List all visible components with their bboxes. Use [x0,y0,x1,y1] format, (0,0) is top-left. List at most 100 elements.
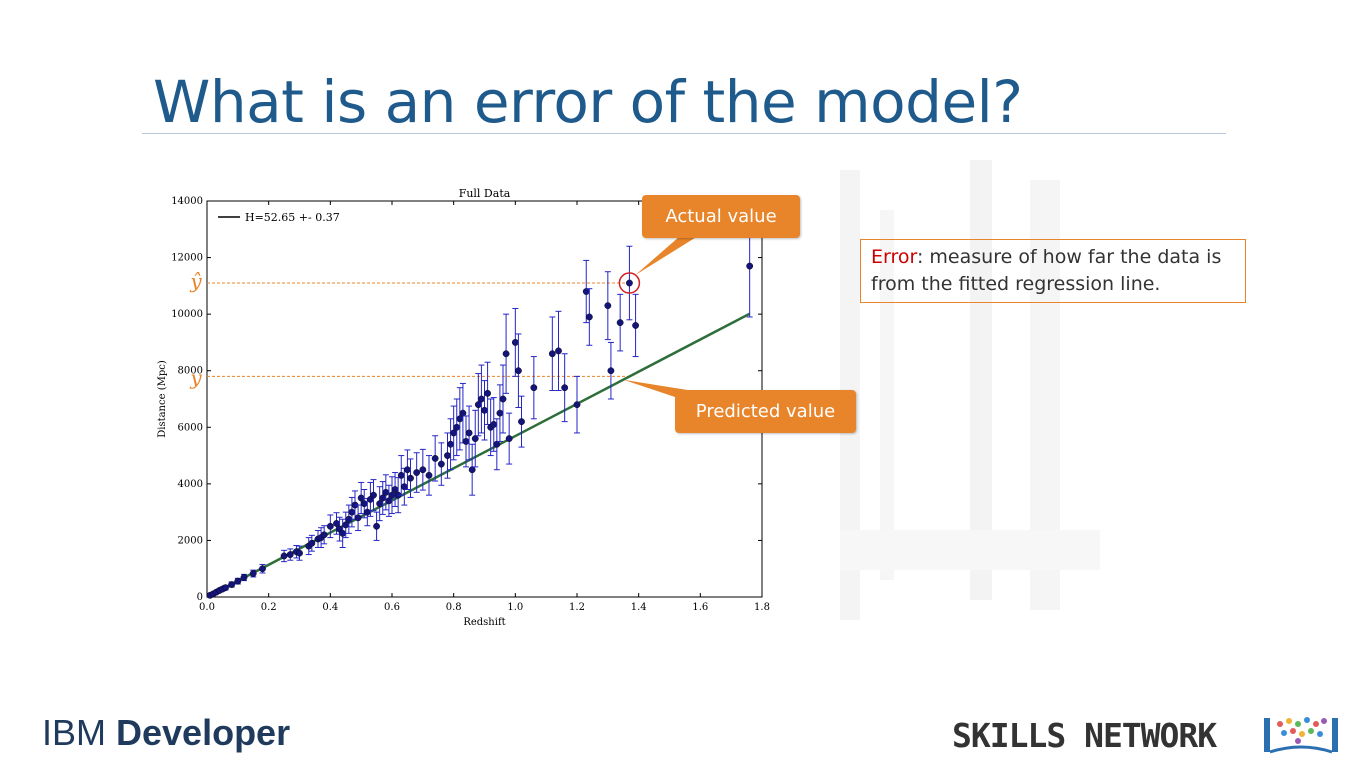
data-point [462,438,470,445]
data-point [604,302,612,310]
data-point [515,367,522,375]
data-point [407,474,414,482]
data-point [518,418,525,426]
y-axis-label: Distance (Mpc) [157,360,168,438]
data-point [404,466,411,474]
predicted-value-callout: Predicted value [675,390,856,433]
data-point [573,401,581,409]
actual-point-highlight [618,272,641,294]
x-tick-label: 0.8 [446,602,462,613]
data-point [354,514,362,522]
data-point [585,313,593,321]
data-point [370,491,377,499]
data-point [499,395,507,403]
data-point [459,409,467,417]
x-tick-label: 1.4 [631,602,647,613]
data-point [348,508,356,516]
y-tick-label: 14000 [171,196,203,207]
data-point [308,539,316,547]
data-point [502,350,510,358]
y-tick-label: 8000 [178,366,203,377]
data-point [530,384,538,392]
data-point [437,460,445,468]
y-tick-label: 6000 [178,422,203,433]
x-tick-label: 1.0 [507,602,523,613]
data-point [339,529,347,537]
data-point [453,423,461,431]
data-point [373,522,380,530]
data-point [582,288,590,295]
data-point [240,574,248,581]
data-point [465,429,473,437]
y-axis-marker: y [189,365,202,389]
data-point [296,549,303,557]
data-point [382,488,390,496]
data-point [360,500,368,508]
chart-title: Full Data [459,187,511,200]
x-tick-label: 1.8 [754,602,770,613]
data-point [456,415,464,423]
data-point [326,522,334,530]
data-point [484,389,491,397]
data-point [413,469,421,476]
data-point [447,440,454,448]
skills-network-logo: SKILLS NETWORK [952,716,1217,755]
data-point [342,521,350,529]
data-point [363,508,371,516]
data-point [357,494,365,502]
data-point [468,466,476,474]
data-point [280,552,288,560]
data-point [249,570,257,577]
error-definition: : measure of how far the data is from th… [871,246,1222,295]
data-point [222,584,229,592]
error-definition-box: Error: measure of how far the data is fr… [860,239,1246,303]
data-point [391,486,399,493]
data-point [228,581,236,588]
data-point [478,395,485,403]
data-point [286,551,294,558]
data-point [397,471,405,479]
ibm-developer-logo: IBM Developer [42,712,290,754]
data-point [493,440,501,448]
data-point [345,515,353,523]
data-point [474,401,482,409]
data-point [376,500,384,508]
data-point [632,322,639,329]
data-point [626,279,633,287]
y-tick-label: 10000 [171,309,203,320]
data-point [333,520,340,527]
data-point [561,384,569,392]
actual-callout-pointer [635,236,698,276]
data-point [425,471,433,479]
data-point [481,406,488,414]
data-point [746,262,754,270]
data-point [320,531,328,539]
x-tick-label: 0.6 [384,602,400,613]
y-tick-label: 2000 [178,535,203,546]
data-point [511,339,519,346]
x-tick-label: 1.2 [569,602,585,613]
title-divider [142,133,1226,134]
footer-left-bold: Developer [116,712,291,753]
y-tick-label: 0 [197,592,203,603]
actual-value-callout: Actual value [642,195,800,238]
data-point [385,497,393,505]
error-term: Error [871,246,917,268]
data-point [607,367,615,375]
x-axis-label: Redshift [463,617,505,628]
data-point [444,452,451,459]
x-tick-label: 0.0 [199,602,215,613]
x-tick-label: 1.6 [692,602,708,613]
data-point [419,466,427,474]
predicted-value-label: Predicted value [695,401,836,422]
data-point [259,565,266,573]
data-point [616,319,624,327]
data-point [450,429,458,437]
actual-value-label: Actual value [665,206,777,227]
y-tick-label: 12000 [171,253,203,264]
legend-label: H=52.65 +- 0.37 [245,211,340,224]
data-point [400,483,408,491]
data-point [555,347,562,355]
x-tick-label: 0.2 [261,602,277,613]
